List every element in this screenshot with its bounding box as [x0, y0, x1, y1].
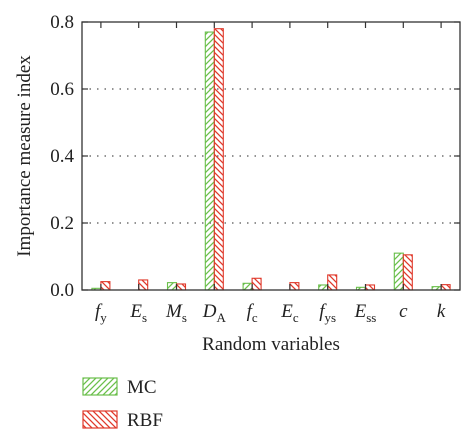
- legend-label-mc: MC: [127, 377, 157, 398]
- x-tick-label: fys: [319, 301, 336, 325]
- y-axis: 0.0 0.2 0.4 0.6 0.8: [50, 12, 460, 301]
- x-tick-label: Ess: [354, 301, 377, 325]
- bar-rbf: [289, 282, 300, 291]
- bar-rbf: [138, 279, 149, 291]
- bar-rbf: [327, 274, 338, 291]
- x-axis: fy Es Ms DA fc Ec fys Ess c k: [95, 22, 446, 325]
- legend-swatch-rbf: [82, 410, 118, 429]
- x-tick-label: Ms: [165, 301, 187, 325]
- x-tick-label: c: [399, 301, 408, 322]
- legend-swatch-mc: [82, 377, 118, 396]
- legend-label-rbf: RBF: [127, 410, 163, 431]
- x-tick-label: Ec: [280, 301, 299, 325]
- y-tick-label: 0.0: [50, 280, 74, 301]
- y-tick-label: 0.2: [50, 213, 74, 234]
- bar-mc: [318, 284, 329, 291]
- y-axis-title: Importance measure index: [14, 55, 35, 257]
- y-tick-label: 0.6: [50, 79, 74, 100]
- x-tick-label: fc: [247, 301, 258, 325]
- bar-mc: [204, 31, 215, 291]
- x-tick-label: fy: [95, 301, 107, 325]
- y-tick-label: 0.8: [50, 12, 74, 33]
- bar-mc: [393, 252, 404, 291]
- x-tick-label: Es: [129, 301, 147, 325]
- gridlines: [82, 88, 460, 224]
- bar-rbf: [175, 283, 187, 291]
- bars-group: [91, 28, 451, 291]
- bar-rbf: [364, 284, 376, 291]
- bar-rbf: [440, 284, 451, 291]
- bar-rbf: [213, 28, 224, 291]
- legend: MC RBF: [82, 377, 163, 431]
- bar-rbf: [402, 254, 413, 291]
- bar-mc: [166, 282, 178, 291]
- y-tick-label: 0.4: [50, 146, 74, 167]
- x-tick-label: DA: [202, 301, 227, 325]
- bar-rbf: [251, 277, 262, 291]
- bar-rbf: [100, 281, 111, 291]
- x-axis-title: Random variables: [202, 334, 340, 355]
- x-tick-label: k: [437, 301, 446, 322]
- bar-mc: [242, 282, 253, 291]
